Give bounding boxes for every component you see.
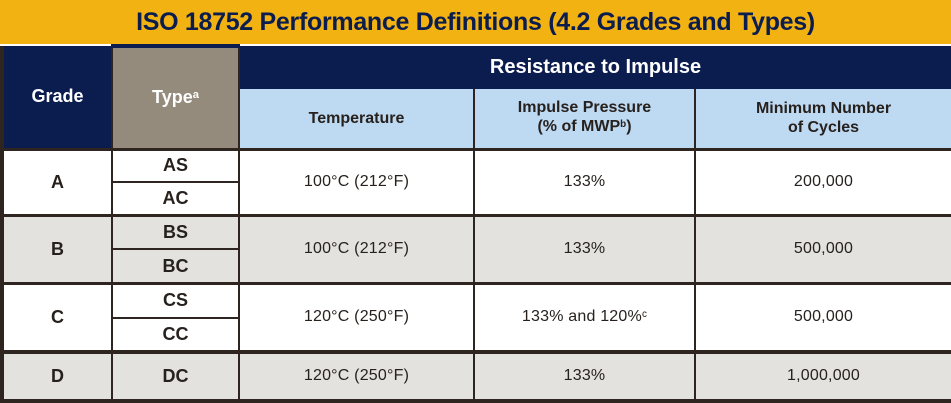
type-cell: DC [111,350,240,403]
impulse-header-close-paren: ) [626,118,632,136]
type-cell: CS [111,282,240,319]
type-cell: BC [111,248,240,285]
grade-cell: B [1,214,113,285]
table-header: Grade Typea Resistance to Impulse Temper… [1,44,951,150]
page-title: ISO 18752 Performance Definitions (4.2 G… [136,7,815,36]
type-cell: AC [111,181,240,217]
grade-cell: D [1,350,113,403]
col-header-type: Typea [111,44,240,150]
col-header-resistance-group: Resistance to Impulse [237,46,951,89]
table-row: CC [2,316,951,353]
cycles-header-line1: Minimum Number [755,100,892,118]
table-row: B BS 100°C (212°F) 133% 500,000 [1,214,951,285]
cycles-cell: 500,000 [693,282,951,353]
grade-group-d: D DC 120°C (250°F) 133% 1,000,000 [1,350,951,403]
type-cell: BS [111,214,240,251]
cycles-cell: 200,000 [693,147,951,217]
footnote-marker-a: a [192,89,199,102]
temperature-cell: 100°C (212°F) [238,147,475,217]
temperature-cell: 120°C (250°F) [238,282,475,353]
table-row: AC [2,181,951,217]
grade-group-b: B BS 100°C (212°F) 133% 500,000 BC [1,214,951,285]
temperature-cell: 100°C (212°F) [238,214,475,285]
table-row: D DC 120°C (250°F) 133% 1,000,000 [1,350,951,403]
type-cell: CC [111,316,240,353]
impulse-cell: 133% [473,350,696,403]
impulse-header-line2: (% of MWP [537,118,621,136]
footnote-marker-c: c [641,308,648,320]
footnote-marker-b: b [620,118,627,130]
impulse-cell: 133% [473,214,696,285]
col-header-impulse-pressure: Impulse Pressure (% of MWPb) [473,89,696,150]
cycles-cell: 500,000 [693,214,951,285]
table-row: C CS 120°C (250°F) 133% and 120%c 500,00… [1,282,951,353]
impulse-cell: 133% and 120%c [473,282,696,353]
impulse-header-line1: Impulse Pressure [517,99,652,117]
type-cell: AS [111,147,240,184]
col-header-min-cycles: Minimum Number of Cycles [693,89,951,150]
title-bar: ISO 18752 Performance Definitions (4.2 G… [0,0,951,44]
table-row: A AS 100°C (212°F) 133% 200,000 [1,147,951,217]
grade-cell: A [1,147,113,217]
col-header-grade: Grade [1,46,113,150]
grade-cell: C [1,282,113,353]
impulse-cell: 133% [473,147,696,217]
type-label: Type [152,87,193,108]
grade-group-c: C CS 120°C (250°F) 133% and 120%c 500,00… [1,282,951,353]
performance-table: Grade Typea Resistance to Impulse Temper… [0,44,951,403]
table-row: BC [2,248,951,285]
temperature-cell: 120°C (250°F) [238,350,475,403]
grade-group-a: A AS 100°C (212°F) 133% 200,000 AC [1,147,951,217]
col-header-temperature: Temperature [238,89,475,150]
impulse-value: 133% and 120% [521,308,642,326]
cycles-cell: 1,000,000 [693,350,951,403]
cycles-header-line2: of Cycles [787,119,860,137]
